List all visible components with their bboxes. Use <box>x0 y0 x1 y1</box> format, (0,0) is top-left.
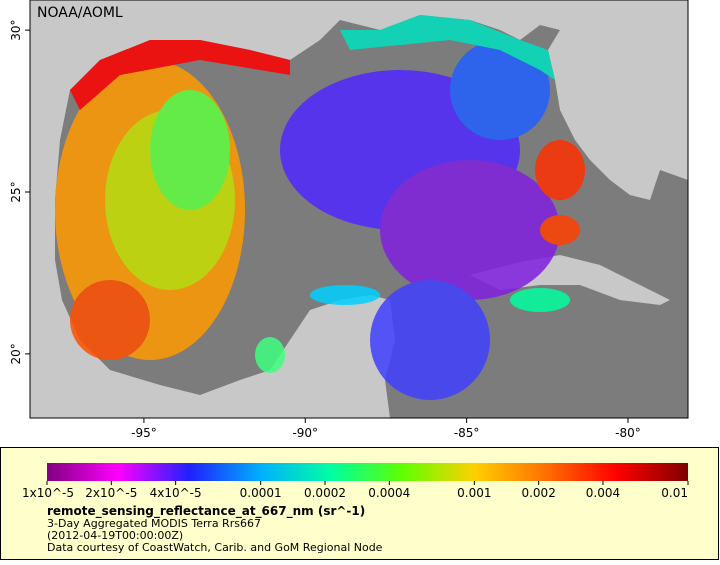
colorbar-tick-label: 4x10^-5 <box>150 486 202 500</box>
x-tick-label: -95° <box>131 426 157 440</box>
colorbar-tick-label: 0.002 <box>521 486 555 500</box>
colorbar <box>47 463 688 481</box>
colorbar-tick-label: 1x10^-5 <box>22 486 74 500</box>
colorbar-tick-label: 0.0002 <box>304 486 346 500</box>
colorbar-ticks: 1x10^-5 2x10^-5 4x10^-5 0.0001 0.0002 0.0004 0… <box>22 481 689 500</box>
legend-line: 3-Day Aggregated MODIS Terra Rrs667 <box>47 517 261 530</box>
colorbar-tick-label: 0.004 <box>586 486 620 500</box>
reflectance-field <box>55 15 585 400</box>
map <box>30 0 688 418</box>
land <box>30 0 560 418</box>
colorbar-tick-label: 0.0001 <box>240 486 282 500</box>
x-tick-label: -85° <box>454 426 480 440</box>
legend-title: remote_sensing_reflectance_at_667_nm (sr… <box>47 504 365 519</box>
source-label: NOAA/AOML <box>37 5 123 21</box>
land <box>548 0 688 200</box>
x-tick-label: -90° <box>292 426 318 440</box>
colorbar-tick-label: 0.0004 <box>368 486 410 500</box>
y-tick-label: 20° <box>9 343 23 364</box>
map-frame <box>29 0 689 419</box>
y-tick-label: 30° <box>9 19 23 40</box>
colorbar-tick-label: 2x10^-5 <box>85 486 137 500</box>
y-tick-label: 25° <box>9 181 23 202</box>
colorbar-tick-label: 0.001 <box>457 486 491 500</box>
axes: -95° -90° -85° -80° 20° 25° 30° <box>9 19 641 440</box>
colorbar-tick-label: 0.01 <box>661 486 688 500</box>
legend-line: (2012-04-19T00:00:00Z) <box>47 529 183 542</box>
x-tick-label: -80° <box>615 426 641 440</box>
legend-line: Data courtesy of CoastWatch, Carib. and … <box>47 541 383 554</box>
